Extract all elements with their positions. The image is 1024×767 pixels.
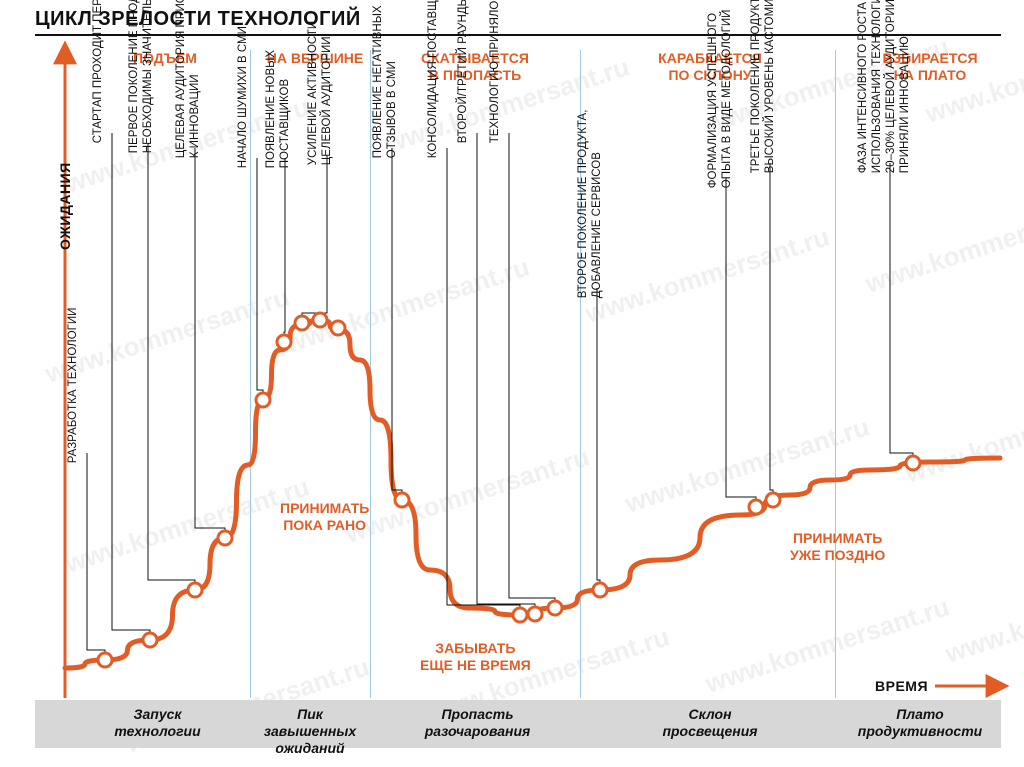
data-point-label: ФАЗА ИНТЕНСИВНОГО РОСТА bbox=[857, 2, 870, 173]
data-point-label: ПЕРВОЕ ПОКОЛЕНИЕ ПРОДУКТА, ВЫСОКАЯ СТОИМ… bbox=[128, 0, 141, 153]
data-point-label: ВТОРОЕ ПОКОЛЕНИЕ ПРОДУКТА, bbox=[577, 110, 590, 299]
x-axis-label: ВРЕМЯ bbox=[875, 678, 928, 694]
data-point-label: НЕОБХОДИМЫ ЗНАЧИТЕЛЬНЫЕ ДОРАБОТКИ bbox=[142, 0, 155, 153]
data-point-label: НАЧАЛО ШУМИХИ В СМИ bbox=[237, 26, 250, 168]
bottom-phase-label: Запуск технологии bbox=[70, 706, 245, 740]
data-point-label: СТАРТАП ПРОХОДИТ ПЕРВЫЙ РАУНД ВЕНЧУРНОГО… bbox=[92, 0, 105, 143]
data-point-label: ВТОРОЙ/ТРЕТИЙ РАУНДЫ ВЕНЧУРНОГО ФИНАНСИР… bbox=[457, 0, 470, 143]
data-point-label: УСИЛЕНИЕ АКТИВНОСТИ bbox=[307, 21, 320, 165]
data-point-label: ПОЯВЛЕНИЕ НЕГАТИВНЫХ bbox=[372, 5, 385, 158]
bottom-phase-label: Пик завышенных ожиданий bbox=[250, 706, 370, 756]
data-point-label: ОТЗЫВОВ В СМИ bbox=[386, 61, 399, 158]
curve-note: ПРИНИМАТЬ ПОКА РАНО bbox=[280, 500, 369, 534]
bottom-phase-label: Склон просвещения bbox=[590, 706, 830, 740]
data-point-label: ДОБАВЛЕНИЕ СЕРВИСОВ bbox=[591, 152, 604, 298]
y-axis-label: ОЖИДАНИЯ bbox=[57, 162, 73, 250]
data-point-label: ПРИНЯЛИ ИННОВАЦИЮ bbox=[899, 36, 912, 173]
data-point-label: ИСПОЛЬЗОВАНИЯ ТЕХНОЛОГИИ: bbox=[871, 0, 884, 173]
bottom-phase-label: Плато продуктивности bbox=[840, 706, 1000, 740]
data-point-label: ТРЕТЬЕ ПОКОЛЕНИЕ ПРОДУКТА, bbox=[750, 0, 763, 173]
data-point-label: ПОСТАВЩИКОВ bbox=[279, 79, 292, 168]
data-point-label: ВЫСОКИЙ УРОВЕНЬ КАСТОМИЗАЦИИ bbox=[764, 0, 777, 173]
hype-cycle-chart: www.kommersant.ruwww.kommersant.ruwww.ko… bbox=[0, 0, 1024, 767]
bottom-phase-label: Пропасть разочарования bbox=[375, 706, 580, 740]
curve-note: ЗАБЫВАТЬ ЕЩЕ НЕ ВРЕМЯ bbox=[420, 640, 531, 674]
data-point-label: ПОЯВЛЕНИЕ НОВЫХ bbox=[265, 50, 278, 168]
data-point-label: ЦЕЛЕВАЯ АУДИТОРИЯ ПРИСМАТРИВАЕТСЯ bbox=[175, 0, 188, 158]
data-point-label: ТЕХНОЛОГИЮ ПРИНЯЛО МЕНЬШЕ 5% ЦЕЛЕВОЙ АУД… bbox=[489, 0, 502, 143]
data-point-label: ЦЕЛЕВОЙ АУДИТОРИИ bbox=[321, 36, 334, 165]
data-point-label: ОПЫТА В ВИДЕ МЕТОДОЛОГИЙ bbox=[721, 10, 734, 189]
data-point-label: КОНСОЛИДАЦИЯ ПОСТАВЩИКОВ bbox=[427, 0, 440, 158]
data-point-label: РАЗРАБОТКА ТЕХНОЛОГИИ bbox=[67, 308, 80, 464]
curve-note: ПРИНИМАТЬ УЖЕ ПОЗДНО bbox=[790, 530, 885, 564]
data-point-label: ФОРМАЛИЗАЦИЯ УСПЕШНОГО bbox=[707, 13, 720, 188]
data-point-label: К ИННОВАЦИИ bbox=[189, 75, 202, 159]
data-point-label: 20–30% ЦЕЛЕВОЙ АУДИТОРИИ bbox=[885, 0, 898, 173]
